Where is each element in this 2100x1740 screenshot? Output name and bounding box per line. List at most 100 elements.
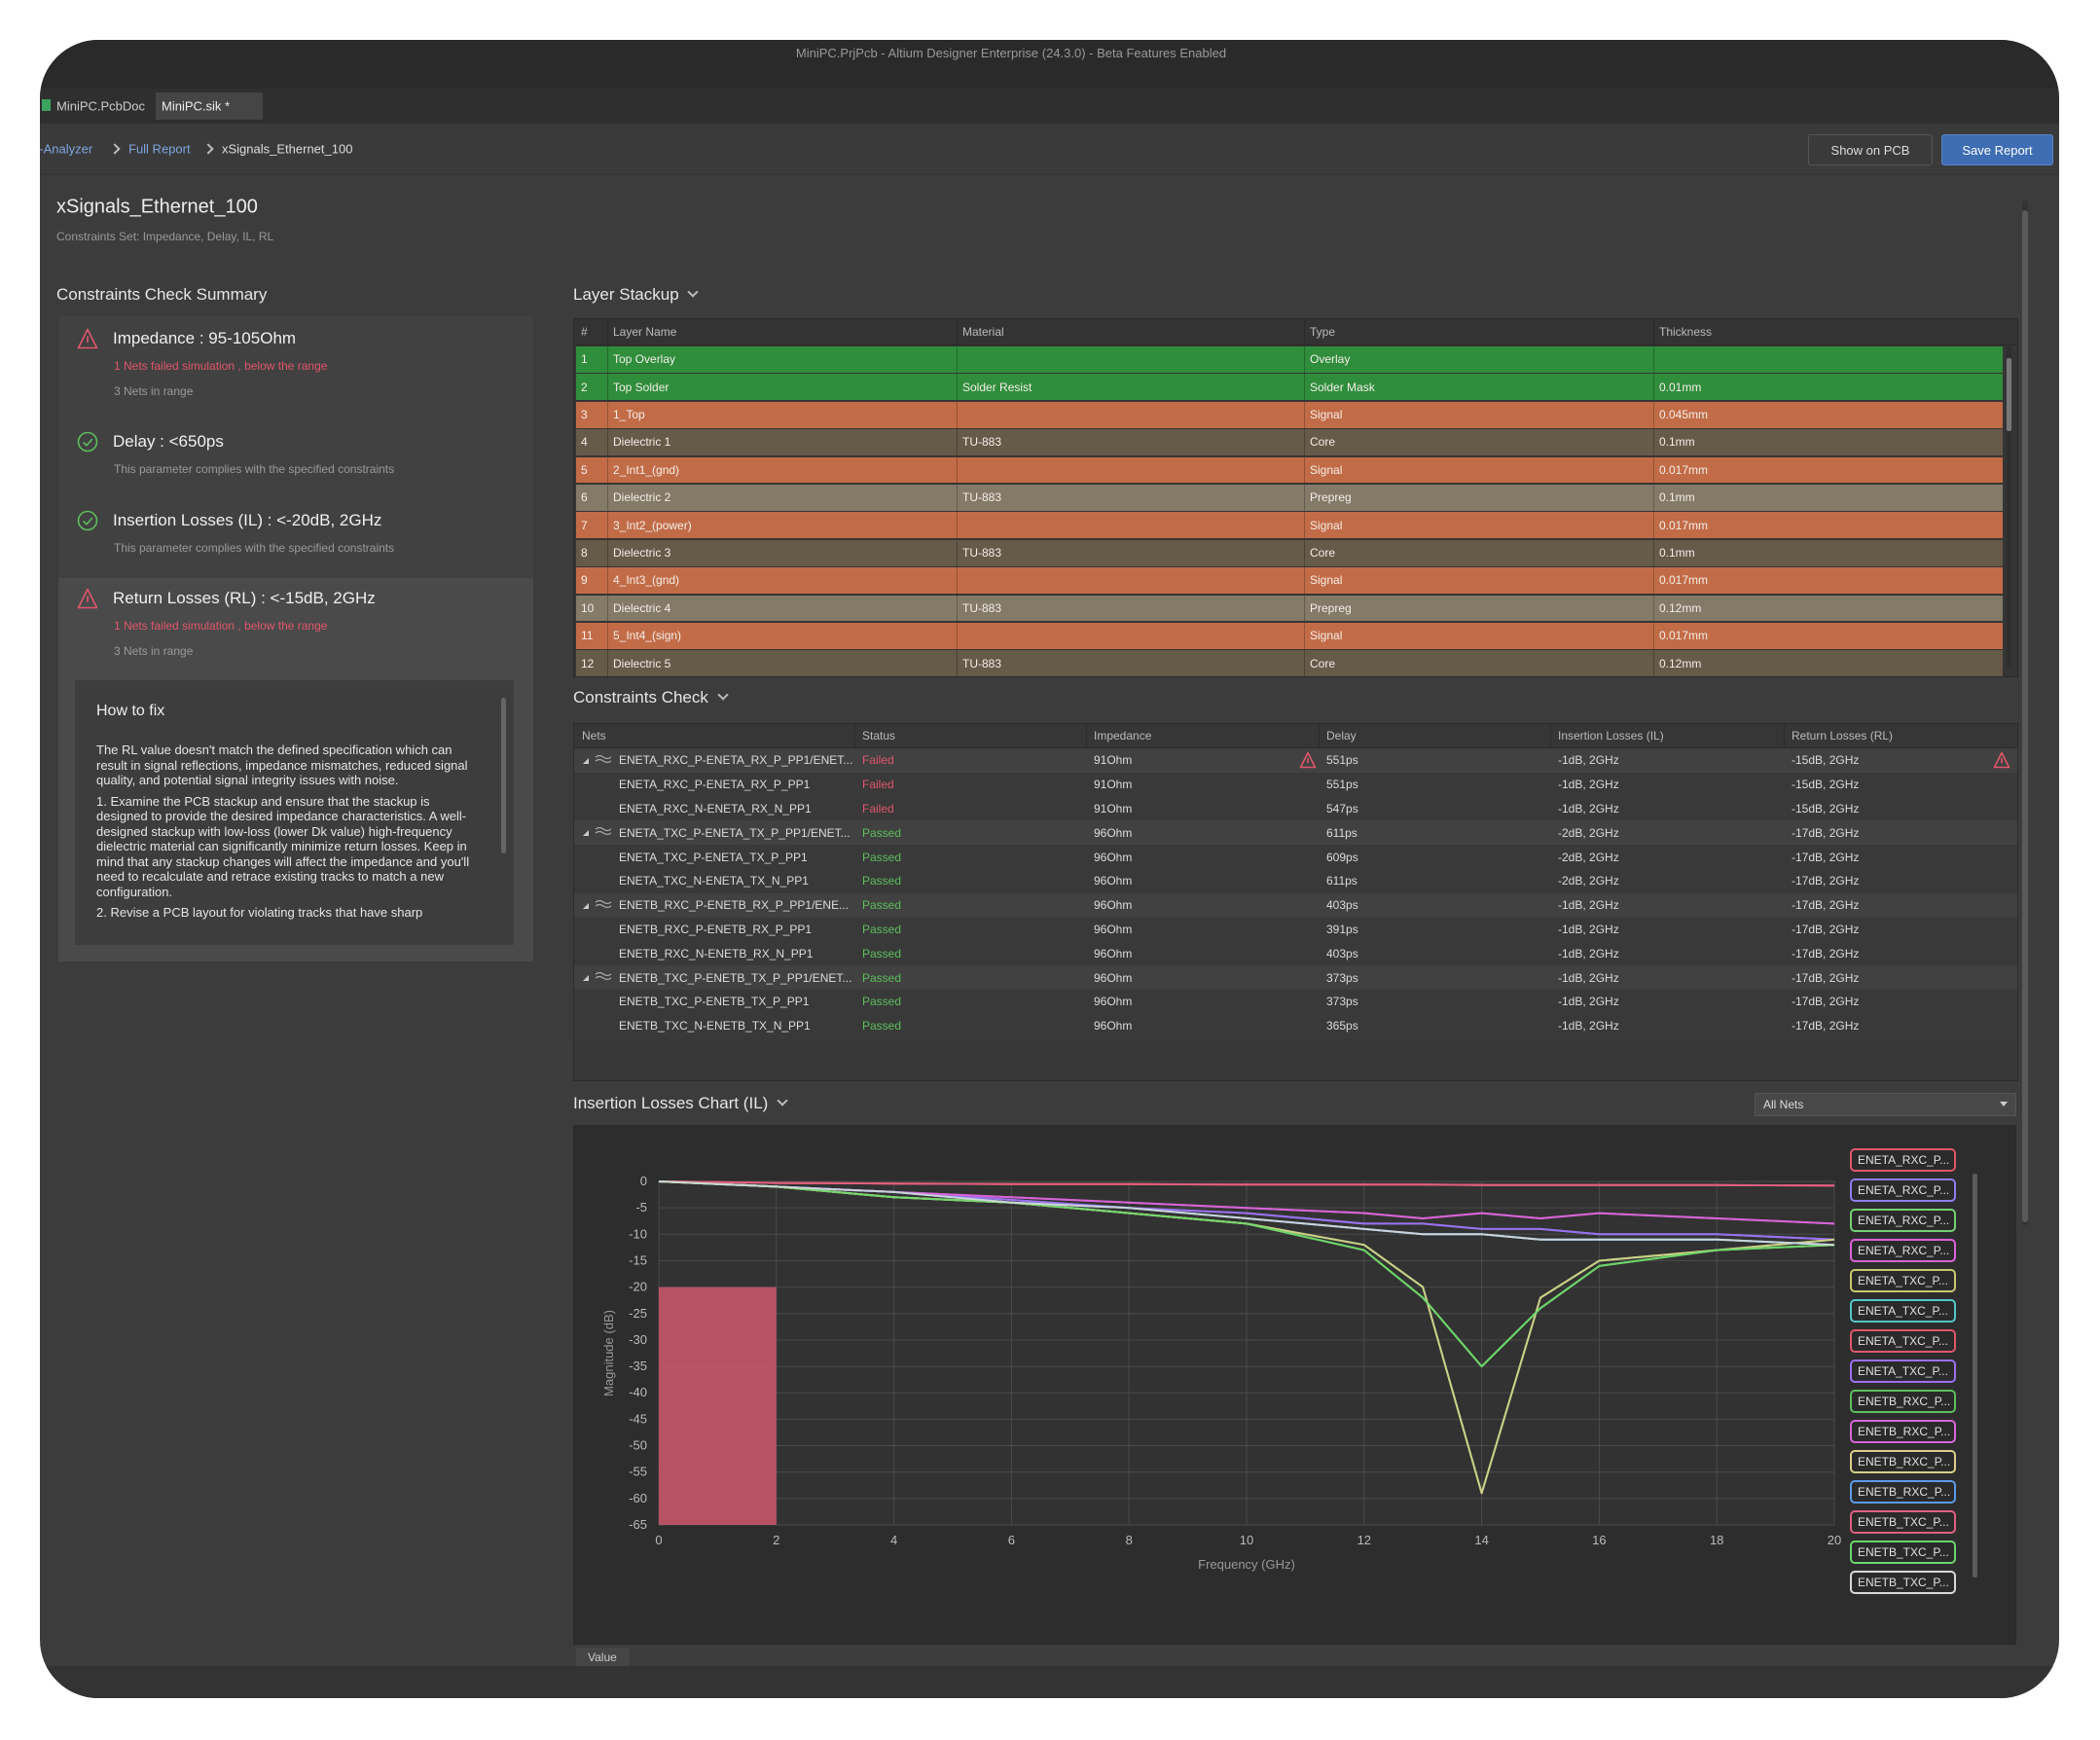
value-tab-label[interactable]: Value: [588, 1650, 617, 1664]
section-title-text[interactable]: Constraints Check: [573, 688, 708, 707]
cell: ENETB_RXC_P-ENETB_RX_P_PP1/ENE...: [619, 898, 850, 913]
check-circle: [77, 431, 98, 453]
cell: ENETA_TXC_N-ENETA_TX_N_PP1: [619, 874, 809, 888]
cell: Prepreg: [1310, 600, 1352, 615]
section-title[interactable]: Layer Stackup: [573, 285, 700, 305]
stackup-row: 3 1_Top Signal 0.045mm: [576, 401, 2003, 428]
cell: 91Ohm: [1094, 801, 1133, 816]
cell-separator: [1304, 595, 1305, 622]
cell: 5: [581, 462, 588, 477]
window-title: MiniPC.PrjPcb - Altium Designer Enterpri…: [795, 46, 1227, 60]
tab[interactable]: MiniPC.PcbDoc: [56, 98, 146, 114]
legend-label: ENETA_RXC_P...: [1858, 1214, 1949, 1227]
cell: -17dB, 2GHz: [1792, 1019, 1860, 1033]
cell: -1dB, 2GHz: [1558, 898, 1619, 913]
legend-label: ENETB_TXC_P...: [1858, 1545, 1949, 1559]
cell: 0.1mm: [1659, 435, 1695, 450]
column-header: Nets: [582, 729, 606, 743]
check-circle: [77, 510, 98, 531]
cell-separator: [1304, 429, 1305, 456]
net-filter-dropdown[interactable]: All Nets: [1755, 1093, 2016, 1116]
x-tick-label: 18: [1710, 1533, 1723, 1547]
cell: Signal: [1310, 629, 1343, 643]
column-header: Thickness: [1659, 325, 1713, 339]
net-icon: [595, 754, 612, 764]
warning-icon: [1993, 751, 2010, 769]
cell: TU-883: [962, 656, 1002, 671]
paragraph: The RL value doesn't match the defined s…: [96, 743, 468, 787]
breadcrumb[interactable]: SI-Analyzer: [27, 141, 93, 157]
failed-note: 1 Nets failed simulation , below the ran…: [114, 359, 328, 373]
cell: 3_Int2_(power): [613, 518, 692, 532]
cell: Dielectric 1: [613, 435, 671, 450]
save-report-button[interactable]: Save Report: [1941, 134, 2053, 165]
show-on-pcb-button[interactable]: Show on PCB: [1808, 134, 1933, 165]
cell: 611ps: [1326, 825, 1358, 840]
section-title[interactable]: Insertion Losses Chart (IL): [573, 1094, 788, 1113]
cell: 5_Int4_(sign): [613, 629, 682, 643]
cell: 96Ohm: [1094, 850, 1133, 864]
scrollbar-thumb[interactable]: [2022, 210, 2028, 1222]
cell: -1dB, 2GHz: [1558, 753, 1619, 768]
warning-triangle: [1299, 751, 1317, 769]
cell: 7: [581, 518, 588, 532]
section-title-text[interactable]: Layer Stackup: [573, 285, 679, 304]
column-header: Type: [1310, 325, 1336, 339]
note: This parameter complies with the specifi…: [114, 541, 395, 555]
cell: 96Ohm: [1094, 1019, 1133, 1033]
cell: 91Ohm: [1094, 753, 1133, 768]
cell-separator: [607, 567, 608, 595]
tab[interactable]: MiniPC.sik *: [162, 98, 231, 114]
dropdown-value[interactable]: All Nets: [1763, 1098, 1804, 1111]
cell-separator: [1653, 429, 1654, 456]
cell-separator: [607, 429, 608, 456]
section-title-text[interactable]: Insertion Losses Chart (IL): [573, 1094, 769, 1112]
cell: Dielectric 5: [613, 656, 671, 671]
cell: 547ps: [1326, 801, 1358, 816]
stackup-row: 5 2_Int1_(gnd) Signal 0.017mm: [576, 456, 2003, 484]
cell: -1dB, 2GHz: [1558, 970, 1619, 985]
value-tab[interactable]: Value: [576, 1648, 630, 1666]
cell-separator: [1653, 346, 1654, 373]
legend-label: ENETA_TXC_P...: [1858, 1364, 1948, 1378]
expand-triangle: [583, 902, 589, 909]
y-tick-label: 0: [640, 1174, 647, 1188]
cell: Top Overlay: [613, 352, 676, 367]
summary-item-title: Insertion Losses (IL) : <-20dB, 2GHz: [113, 511, 382, 529]
chevron: [777, 1095, 788, 1106]
cell: Core: [1310, 545, 1336, 560]
cell: -1dB, 2GHz: [1558, 801, 1619, 816]
legend-box: [1850, 1329, 1956, 1353]
y-tick-label: -25: [629, 1306, 647, 1321]
active-tab[interactable]: [156, 92, 263, 120]
column-separator: [1653, 319, 1654, 344]
legend-label: ENETA_TXC_P...: [1858, 1304, 1948, 1318]
cell: 96Ohm: [1094, 874, 1133, 888]
cell-separator: [1304, 623, 1305, 649]
breadcrumb[interactable]: Full Report: [128, 141, 191, 157]
legend-box: [1850, 1359, 1956, 1383]
cell: -17dB, 2GHz: [1792, 874, 1860, 888]
tab-bar: MiniPC.PcbDoc MiniPC.sik *: [40, 89, 2059, 124]
scrollbar[interactable]: [2022, 200, 2028, 1225]
cell: 0.017mm: [1659, 518, 1709, 532]
cell: 3: [581, 407, 588, 421]
cell: 551ps: [1326, 753, 1358, 768]
cell: 0.12mm: [1659, 600, 1702, 615]
expander: [583, 972, 612, 982]
cell-separator: [1304, 512, 1305, 539]
stackup-row: 1 Top Overlay Overlay: [576, 346, 2003, 373]
x-tick-label: 4: [890, 1533, 897, 1547]
cell: -2dB, 2GHz: [1558, 850, 1619, 864]
net-row: ENETA_RXC_P-ENETA_RX_P_PP1 Failed 91Ohm 551…: [574, 772, 2017, 797]
table-header: [574, 319, 2017, 345]
cell: 12: [581, 656, 595, 671]
section-title[interactable]: Constraints Check: [573, 688, 729, 707]
cell-separator: [1304, 567, 1305, 595]
check-icon: [77, 431, 98, 453]
cell-separator: [957, 429, 958, 456]
y-axis-label: Magnitude (dB): [601, 1310, 616, 1396]
how-to-fix-box: How to fix The RL value doesn't match the…: [75, 680, 514, 945]
cell: Top Solder: [613, 380, 670, 394]
cell-separator: [1653, 485, 1654, 511]
